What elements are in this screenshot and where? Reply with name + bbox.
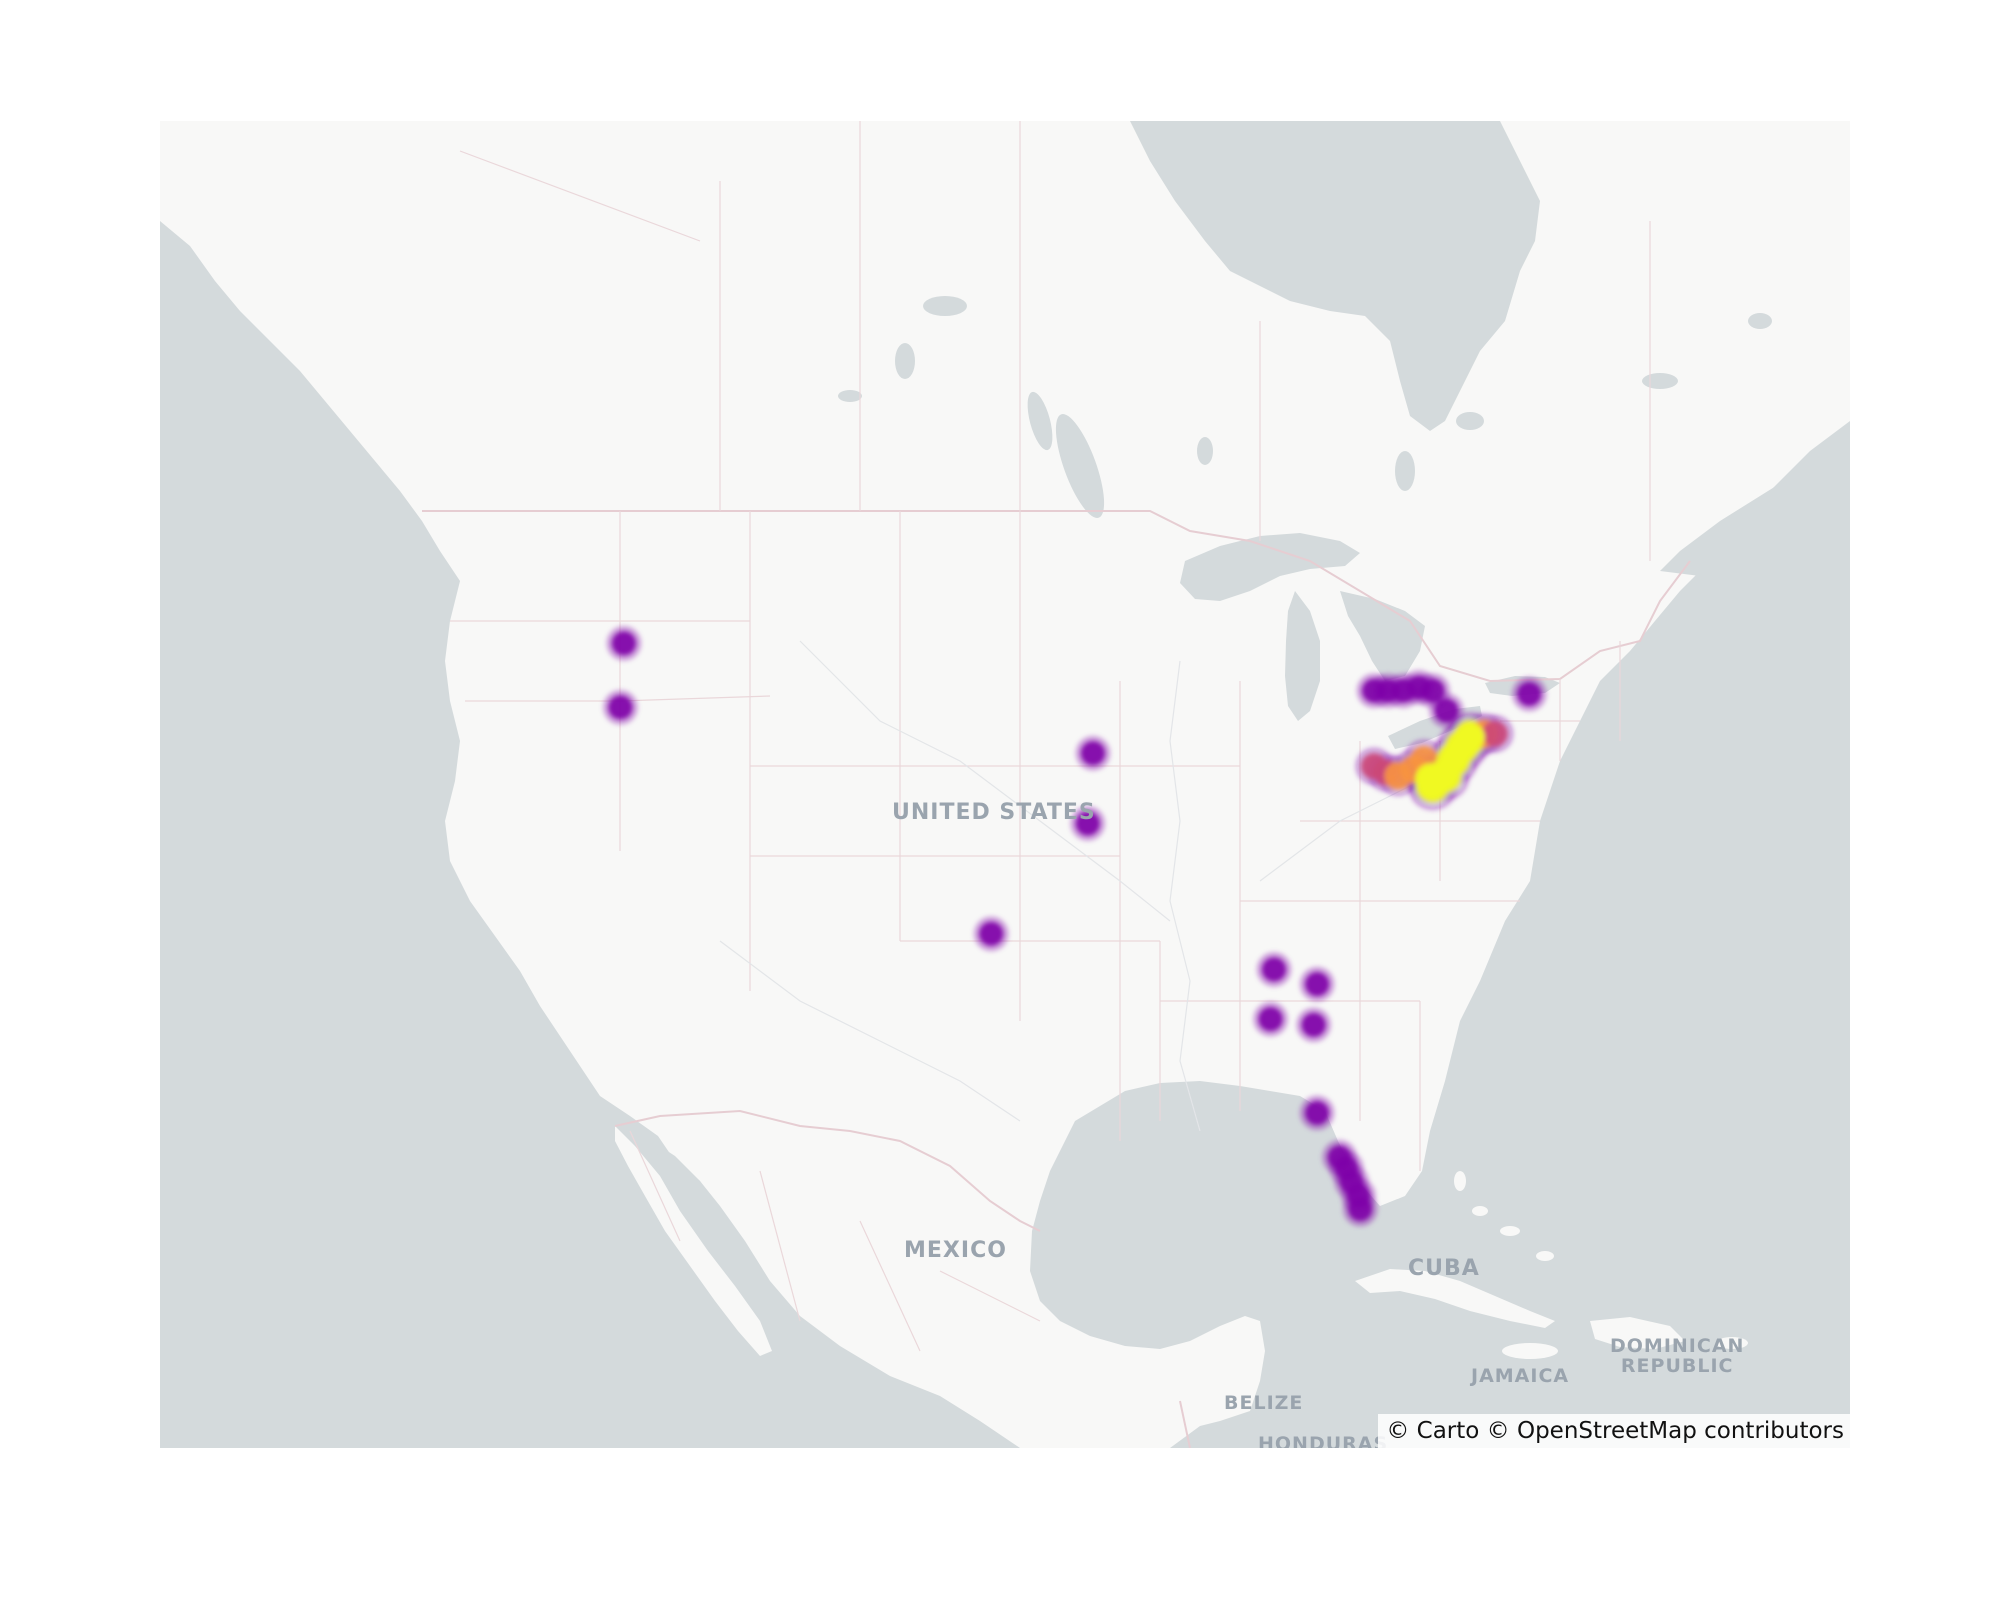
map-attribution[interactable]: © Carto © OpenStreetMap contributors [1378, 1414, 1850, 1448]
label-jamaica: JAMAICA [1471, 1365, 1570, 1387]
land-puerto-rico [1716, 1337, 1748, 1349]
label-cuba: CUBA [1408, 1256, 1480, 1281]
heat-point [1434, 698, 1459, 723]
heat-point [1258, 1007, 1283, 1032]
land-north-america [160, 121, 1850, 1448]
heat-point [611, 631, 636, 656]
land-hispaniola [1590, 1317, 1685, 1349]
state-borders [450, 121, 1651, 1352]
lake-huron [1340, 591, 1425, 681]
heat-point [1305, 972, 1330, 997]
heat-point [1517, 682, 1542, 707]
rivers [719, 640, 1421, 1132]
canadian-lakes [838, 296, 1772, 518]
land-bahamas [1454, 1171, 1554, 1261]
country-borders [422, 510, 1691, 1448]
heat-peak [1456, 722, 1485, 751]
label-dominican-line1: DOMINICAN [1610, 1335, 1745, 1357]
map-container[interactable]: UNITED STATES MEXICO CUBA DOMINICAN REPU… [160, 121, 1850, 1448]
heat-point [1481, 720, 1508, 747]
lake-superior [1180, 533, 1360, 601]
label-belize: BELIZE [1224, 1392, 1304, 1414]
land-cuba [1355, 1269, 1555, 1328]
land-jamaica [1502, 1343, 1558, 1359]
label-united-states: UNITED STATES [892, 800, 1096, 825]
lake-michigan [1285, 591, 1320, 721]
label-honduras: HONDURAS [1258, 1433, 1389, 1448]
heat-point [979, 921, 1004, 946]
heat-point [1420, 678, 1445, 703]
label-dominican-republic: DOMINICAN REPUBLIC [1610, 1335, 1745, 1377]
heat-point [1080, 741, 1105, 766]
label-mexico: MEXICO [904, 1238, 1007, 1263]
basemap [160, 121, 1850, 1448]
gulf-of-california [652, 1141, 820, 1361]
heat-point [1305, 1100, 1330, 1125]
heat-point [1262, 957, 1287, 982]
hudson-bay [1130, 121, 1540, 431]
heatmap-layer [602, 625, 1547, 1227]
gulf-of-st-lawrence [1660, 461, 1850, 576]
heat-point [1075, 811, 1100, 836]
heat-point [1301, 1012, 1326, 1037]
heat-point [608, 695, 633, 720]
heat-point [1348, 1197, 1373, 1222]
label-dominican-line2: REPUBLIC [1620, 1354, 1734, 1377]
